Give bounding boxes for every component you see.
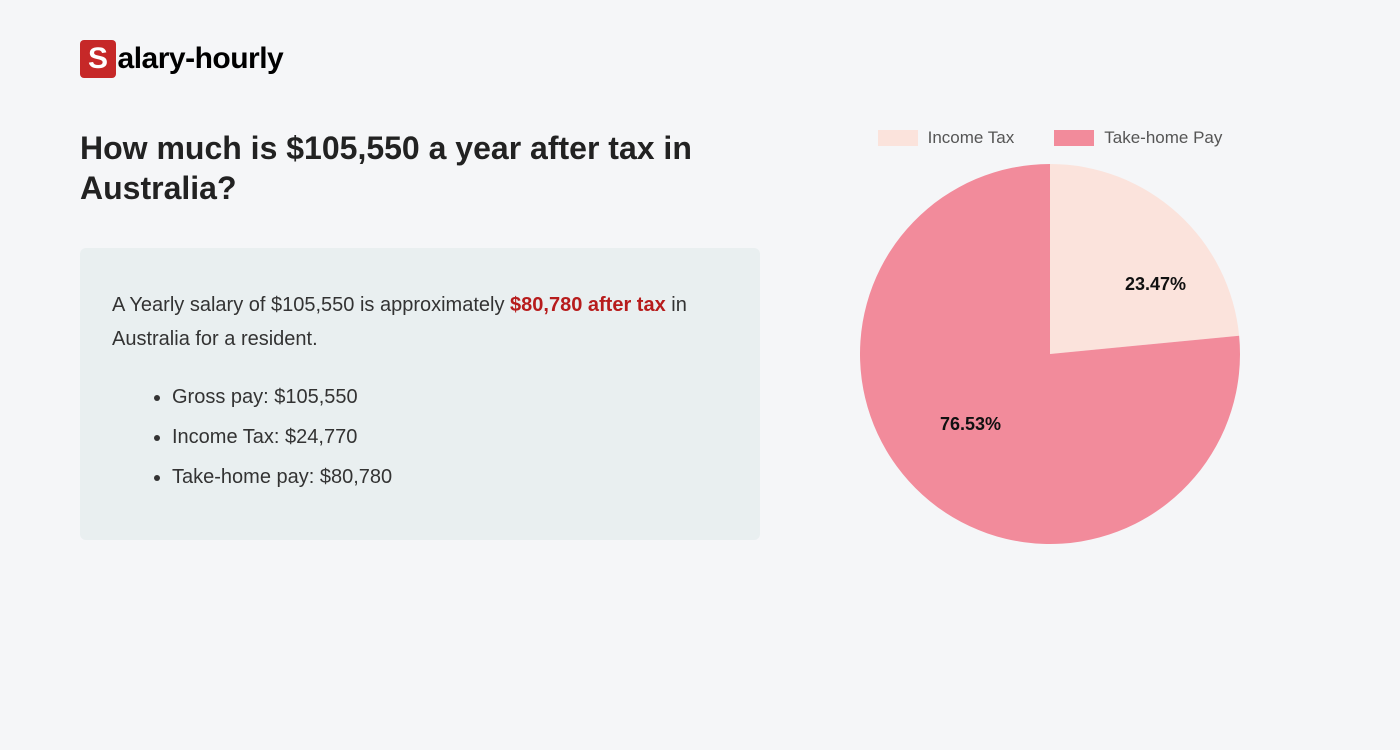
pie-svg	[860, 164, 1240, 544]
main-content: How much is $105,550 a year after tax in…	[80, 128, 1320, 544]
slice-label-income-tax: 23.47%	[1125, 274, 1186, 295]
pie-chart: 23.47% 76.53%	[860, 164, 1240, 544]
legend-item-take-home: Take-home Pay	[1054, 128, 1222, 148]
legend-item-income-tax: Income Tax	[878, 128, 1015, 148]
summary-highlight: $80,780 after tax	[510, 294, 666, 316]
summary-paragraph: A Yearly salary of $105,550 is approxima…	[112, 288, 728, 356]
chart-column: Income Tax Take-home Pay 23.47% 76.53%	[840, 128, 1260, 544]
summary-box: A Yearly salary of $105,550 is approxima…	[80, 248, 760, 540]
page-title: How much is $105,550 a year after tax in…	[80, 128, 760, 208]
summary-prefix: A Yearly salary of $105,550 is approxima…	[112, 294, 510, 316]
slice-label-take-home: 76.53%	[940, 414, 1001, 435]
chart-legend: Income Tax Take-home Pay	[878, 128, 1223, 148]
list-item: Gross pay: $105,550	[172, 380, 728, 414]
left-column: How much is $105,550 a year after tax in…	[80, 128, 760, 540]
legend-label: Income Tax	[928, 128, 1015, 148]
legend-swatch	[1054, 130, 1094, 146]
legend-label: Take-home Pay	[1104, 128, 1222, 148]
logo-icon: S	[80, 40, 116, 78]
legend-swatch	[878, 130, 918, 146]
list-item: Income Tax: $24,770	[172, 420, 728, 454]
summary-list: Gross pay: $105,550 Income Tax: $24,770 …	[112, 380, 728, 494]
site-logo: Salary-hourly	[80, 40, 1320, 78]
logo-text: alary-hourly	[118, 42, 284, 76]
list-item: Take-home pay: $80,780	[172, 460, 728, 494]
